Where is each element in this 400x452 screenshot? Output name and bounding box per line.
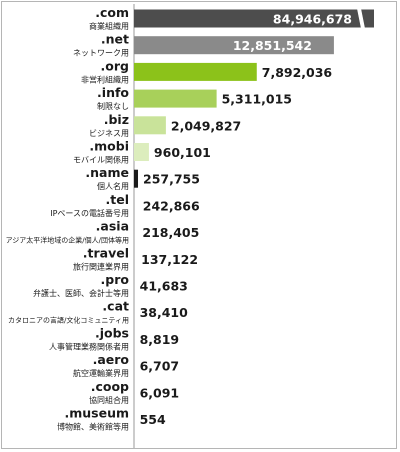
category-description: ビジネス用 [89,129,129,138]
category-description: IPベースの電話番号用 [50,208,129,218]
bar [134,36,334,55]
category-description: 商業組織用 [89,21,129,31]
category-label: .org [101,58,129,73]
data-label: 6,707 [140,359,180,374]
category-label: .museum [64,406,129,421]
bar [134,169,139,188]
data-label: 8,819 [140,332,180,347]
category-description: 制限なし [97,101,129,111]
category-label: .cat [102,299,129,314]
category-description: ネットワーク用 [73,49,129,58]
bar [134,89,217,108]
data-label: 41,683 [140,279,188,294]
category-description: 旅行関連業界用 [73,261,129,271]
category-label: .aero [93,352,130,367]
category-label: .mobi [89,139,129,154]
data-label: 960,101 [154,145,211,160]
bar [134,9,374,28]
category-description: 人事管理業務関係者用 [49,341,129,351]
category-label: .jobs [95,325,129,340]
data-label: 257,755 [143,172,200,187]
category-label: .name [85,165,129,180]
category-description: 協同組合用 [89,395,129,405]
data-label: 242,866 [143,198,200,213]
data-label: 2,049,827 [171,118,241,133]
category-label: .biz [104,112,129,127]
data-label: 6,091 [140,385,180,400]
category-description: アジア太平洋地域の企業/個人/団体等用 [6,236,129,245]
category-description: 弁護士、医師、会計士等用 [33,288,129,298]
data-label: 12,851,542 [233,38,312,53]
data-label: 218,405 [142,225,199,240]
bar [134,62,257,81]
category-description: 博物館、美術館等用 [57,422,129,432]
category-description: モバイル関係用 [73,156,129,165]
category-description: 航空運輸業界用 [73,368,129,378]
category-label: .info [97,85,129,100]
bar [134,116,166,135]
category-label: .pro [101,272,130,287]
category-label: .travel [83,245,129,260]
data-label: 5,311,015 [222,92,292,107]
data-label: 137,122 [141,252,198,267]
category-label: .com [95,5,129,20]
data-label: 554 [140,412,166,427]
data-label: 84,946,678 [273,12,352,27]
bar [134,143,149,161]
axis-break-mark [357,8,365,29]
category-label: .asia [96,219,129,234]
category-label: .coop [91,379,129,394]
category-description: カタロニアの言語/文化コミュニティ用 [8,316,129,325]
category-description: 個人名用 [97,181,129,191]
data-label: 38,410 [140,305,189,320]
data-label: 7,892,036 [262,65,333,80]
category-label: .net [101,32,129,47]
category-description: 非営利組織用 [81,74,129,84]
category-label: .tel [106,192,130,207]
